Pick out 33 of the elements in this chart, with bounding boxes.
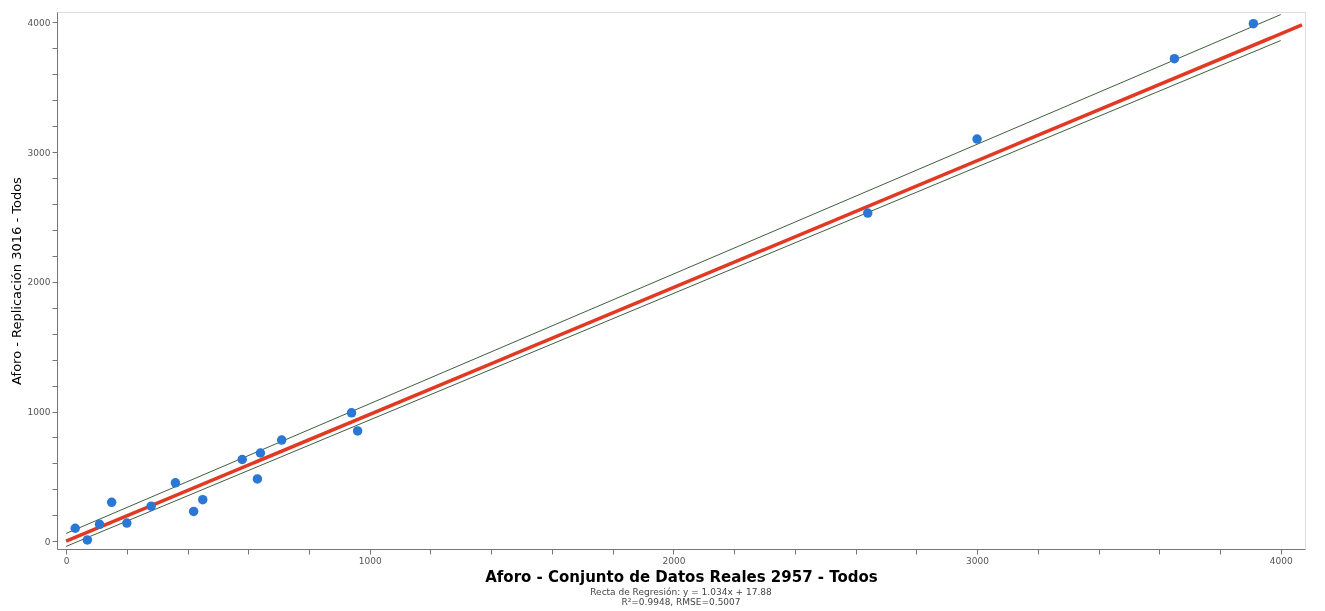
point xyxy=(352,426,363,436)
x-tick-label: 4000 xyxy=(1269,555,1293,566)
point xyxy=(94,519,105,530)
point xyxy=(1169,53,1180,64)
x-tick-label: 3000 xyxy=(966,555,990,566)
point xyxy=(346,408,357,418)
point xyxy=(237,454,247,465)
point xyxy=(188,506,199,517)
y-tick-label: 1000 xyxy=(27,407,51,418)
text: R²=0.9948, RMSE=0.5007 xyxy=(621,597,741,607)
x-tick-label: 2000 xyxy=(662,555,686,566)
x-tick-label: 0 xyxy=(63,555,70,566)
text: Recta de Regresión: y = 1.034x + 17.88 xyxy=(590,587,773,597)
point xyxy=(198,494,208,505)
y-tick-label: 0 xyxy=(44,536,51,547)
point xyxy=(122,518,132,528)
point xyxy=(276,435,287,445)
point xyxy=(146,501,156,511)
point xyxy=(106,497,117,508)
point xyxy=(252,474,263,484)
y-tick-label: 4000 xyxy=(27,17,51,28)
y-tick-label: 3000 xyxy=(27,147,51,158)
y-axis-title: Aforo - Replicación 3016 - Todos xyxy=(8,176,24,385)
x-tick-label: 1000 xyxy=(358,555,382,566)
y-tick-label: 2000 xyxy=(27,277,51,288)
point xyxy=(82,535,93,545)
x-axis-title: Aforo - Conjunto de Datos Reales 2957 - Todos xyxy=(485,567,878,586)
point xyxy=(170,478,181,488)
point xyxy=(1248,18,1259,29)
point xyxy=(255,448,266,458)
point xyxy=(70,523,80,533)
point xyxy=(863,208,873,218)
point xyxy=(972,134,982,144)
